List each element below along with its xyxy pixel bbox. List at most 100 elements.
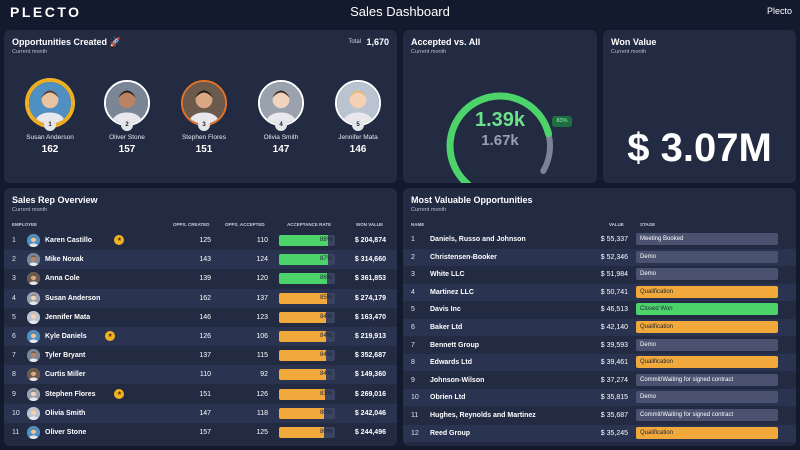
rank-badge: 3	[198, 119, 210, 131]
opportunity-value: $ 35,687	[600, 412, 628, 419]
table-row: 6 Kyle Daniels ★ 126 106 84% $ 219,913	[4, 327, 397, 346]
won-value-cell: $ 314,660	[354, 256, 386, 264]
opportunity-value: $ 35,245	[600, 429, 628, 437]
won-value-cell: $ 352,687	[354, 352, 386, 360]
won-value-cell: $ 242,046	[354, 409, 386, 417]
opportunity-name: Baker Ltd	[430, 324, 463, 331]
stage-badge: Demo	[636, 338, 778, 351]
plecto-logo: PLECTO	[10, 4, 82, 20]
rank-badge: 1	[44, 119, 56, 131]
opportunity-value: $ 46,513	[600, 306, 628, 314]
card-subtitle: Current month	[611, 49, 647, 55]
avatar	[258, 80, 304, 126]
gauge	[446, 92, 553, 183]
table-row: 10 Olivia Smith 147 118 80% $ 242,046	[4, 403, 397, 423]
opps-created-cell: 151	[199, 390, 211, 398]
opportunity-name: Obrien Ltd	[430, 394, 466, 402]
acceptance-rate-label: 84%	[319, 333, 332, 339]
gauge-value: 1.39k	[474, 109, 526, 131]
employee-name: Jennifer Mata	[45, 313, 91, 321]
avatar-wrapper: 5	[335, 80, 381, 131]
opps-created-cell: 143	[199, 256, 211, 264]
stage-badge: Demo	[636, 250, 778, 263]
opportunity-value: $ 35,815	[600, 394, 628, 402]
opportunity-value: $ 37,274	[600, 376, 628, 384]
rank-cell: 1	[12, 237, 16, 244]
column-header-value: VALUE	[609, 222, 624, 227]
rank-cell: 4	[12, 294, 16, 302]
opportunity-name: Reed Group	[430, 429, 471, 437]
table-row: 11 Oliver Stone 157 125 80% $ 244,496	[4, 423, 397, 442]
acceptance-rate-bar: 85%	[279, 292, 335, 304]
rank-cell: 10	[12, 409, 20, 417]
won-value-cell: $ 219,913	[354, 333, 386, 340]
person-value: 162	[41, 144, 59, 155]
dashboard-title: Sales Dashboard	[350, 4, 450, 19]
avatar	[27, 253, 40, 267]
employee-name: Kyle Daniels	[45, 333, 87, 340]
trophy-icon: ★	[114, 388, 125, 399]
person-name: Olivia Smith	[263, 134, 299, 141]
table-row: 3 Anna Cole 139 120 86% $ 361,853	[4, 269, 397, 288]
card-title: Sales Rep Overview	[12, 195, 98, 205]
avatar-wrapper: 3	[181, 80, 227, 131]
won-value-cell: $ 204,874	[354, 237, 386, 244]
avatar	[27, 330, 40, 343]
rank-cell: 11	[12, 429, 20, 436]
stage-badge: Demo	[636, 391, 778, 404]
rank-badge: 4	[275, 119, 287, 131]
opportunity-name: Martinez LLC	[430, 288, 474, 296]
column-header-name: NAME	[411, 222, 425, 227]
acceptance-rate-fill	[279, 273, 328, 285]
card-title: Most Valuable Opportunities	[411, 195, 533, 205]
stage-badge: Closed Won	[636, 303, 778, 316]
acceptance-rate-label: 84%	[319, 313, 332, 320]
table-row: 10 Obrien Ltd $ 35,815 Demo	[403, 389, 796, 407]
employee-name: Stephen Flores	[45, 390, 96, 398]
opportunity-name: Hughes, Reynolds and Martinez	[430, 412, 536, 419]
avatar	[27, 80, 73, 126]
trophy-icon: ★	[114, 235, 125, 245]
avatar	[27, 310, 40, 324]
total-label: Total	[348, 39, 361, 45]
leaderboard-person: 4 Olivia Smith 147	[243, 80, 319, 155]
opportunities-created-card: Opportunities Created 🚀 Current month To…	[4, 30, 397, 183]
trophy-icon: ★	[105, 331, 116, 341]
avatar	[27, 291, 40, 305]
person-value: 146	[349, 144, 367, 155]
brand-label: Plecto	[766, 6, 792, 16]
employee-name: Oliver Stone	[45, 429, 87, 436]
avatar	[27, 406, 40, 420]
acceptance-rate-fill	[279, 311, 327, 323]
rank-cell: 1	[411, 236, 415, 243]
opportunity-value: $ 51,984	[600, 271, 628, 279]
table-row: 4 Martinez LLC $ 50,741 Qualification	[403, 283, 796, 301]
table-row: 7 Tyler Bryant 137 115 84% $ 352,687	[4, 346, 397, 365]
opps-accepted-cell: 126	[256, 390, 268, 398]
opps-created-cell: 137	[199, 352, 211, 360]
acceptance-rate-bar: 87%	[279, 254, 335, 266]
opportunity-name: Daniels, Russo and Johnson	[430, 236, 526, 243]
rank-cell: 11	[411, 412, 419, 419]
column-header-acceptance-rate: ACCEPTANCE RATE	[287, 222, 332, 227]
opps-accepted-cell: 123	[256, 313, 268, 321]
card-title: Opportunities Created 🚀	[12, 37, 121, 47]
table-row: 9 Johnson-Wilson $ 37,274 Commit/Waiting fo…	[403, 372, 796, 389]
opps-created-cell: 126	[199, 333, 211, 340]
column-header-opps-created: OPPS. CREATED	[173, 222, 210, 227]
acceptance-rate-fill	[279, 292, 327, 304]
acceptance-rate-label: 85%	[319, 294, 332, 301]
employee-name: Curtis Miller	[45, 371, 86, 379]
rank-cell: 3	[12, 275, 16, 283]
acceptance-rate-bar: 84%	[279, 350, 335, 362]
won-value-cell: $ 269,016	[354, 390, 386, 398]
acceptance-rate-bar: 88%	[279, 235, 335, 246]
most-valuable-opportunities-card: Most Valuable Opportunities Current mont…	[403, 188, 796, 446]
opportunity-value: $ 42,140	[600, 324, 628, 331]
rank-cell: 7	[411, 341, 415, 349]
opps-accepted-cell: 125	[256, 429, 268, 436]
acceptance-rate-fill	[279, 427, 324, 438]
stage-badge: Commit/Waiting for signed contract	[636, 373, 778, 386]
opps-created-cell: 110	[199, 371, 211, 379]
acceptance-rate-bar: 84%	[279, 311, 335, 323]
